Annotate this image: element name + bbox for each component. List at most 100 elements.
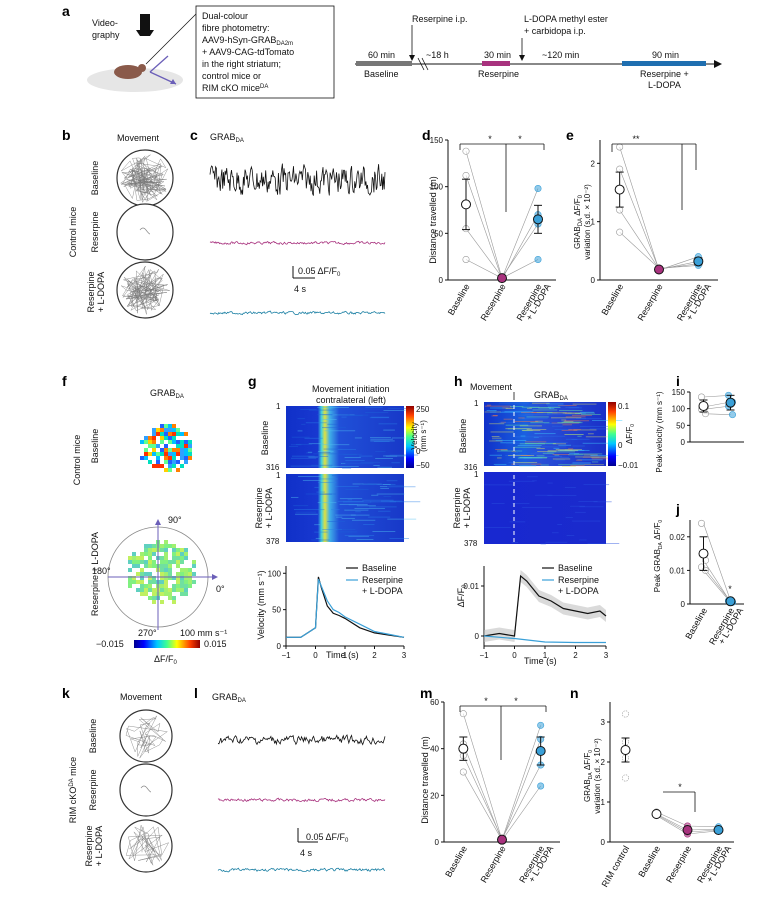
- h-hm-noise-streak: [561, 465, 576, 467]
- g-hm-noise-streak: [339, 503, 368, 505]
- camera-lens-icon: [136, 30, 154, 36]
- h-hm-noise-streak: [565, 416, 586, 418]
- f-map2-cell: [168, 560, 172, 564]
- g-legend-baseline: Baseline: [362, 563, 397, 573]
- f-map1-cell: [172, 448, 176, 452]
- h-hm-noise-streak: [563, 421, 574, 423]
- h-cbar-label: ΔF/F0: [625, 424, 636, 444]
- f-map1-cell: [188, 456, 192, 460]
- h-hm-noise-streak: [554, 454, 560, 456]
- h-hm-noise-streak: [558, 444, 572, 446]
- d-plot-mean-1: [497, 273, 507, 284]
- h-hm-noise-streak: [552, 532, 559, 534]
- f-map2-cell: [164, 544, 168, 548]
- h-hm-noise-streak: [579, 425, 609, 427]
- h-hm-noise-streak: [495, 464, 517, 466]
- f-map1-cell: [188, 444, 192, 448]
- d-plot-xlabel-0-0: Baseline: [446, 282, 472, 317]
- f-map2-cell: [188, 572, 192, 576]
- j-plot-point-0-0: [697, 519, 705, 527]
- h-hm-noise-streak: [530, 453, 555, 455]
- panel-f: f GRABDA Control mice Baseline Reserpine…: [62, 373, 227, 666]
- f-map2-cell: [172, 600, 176, 604]
- n-ylabel-1: GRABDA ΔF/F0: [583, 750, 594, 802]
- g-hm-noise-streak: [386, 480, 398, 482]
- h-hm-noise-streak: [495, 449, 508, 450]
- h-hm-noise-streak: [547, 482, 553, 484]
- h-hm-noise-streak: [566, 534, 575, 536]
- f-map1-cell: [184, 452, 188, 456]
- h-hm-noise-streak: [561, 419, 567, 421]
- f-map2-cell: [172, 556, 176, 560]
- h-hm-noise-streak: [564, 486, 576, 488]
- f-map2-cell: [128, 584, 132, 588]
- g-line-xtick-label-0: −1: [281, 651, 291, 660]
- h-hm-noise-streak: [579, 506, 604, 508]
- m-plot-link-3: [463, 771, 541, 841]
- h-hm-noise-streak: [575, 459, 583, 461]
- f-map1-cell: [176, 432, 180, 436]
- h-hm-noise-streak: [537, 456, 563, 457]
- l-trace-baseline: [217, 734, 386, 746]
- g-hm-noise-streak: [344, 509, 369, 511]
- h-hm-noise-streak: [523, 457, 543, 459]
- f-map2-cell: [184, 580, 188, 584]
- panel-letter-k: k: [62, 685, 70, 701]
- h-row1-top: 1: [474, 399, 479, 408]
- f-map2-cell: [172, 596, 176, 600]
- g-hm-noise-streak: [383, 496, 392, 497]
- h-hm-noise-streak: [512, 452, 519, 453]
- m-plot-mean-2: [535, 746, 546, 756]
- h-line-ytick-label-1: 0.01: [463, 582, 479, 591]
- g-hm-noise-streak: [386, 486, 416, 488]
- c-trace-reserpine: [209, 240, 386, 246]
- f-deg90: 90°: [168, 515, 182, 525]
- m-plot-sig-star-1: *: [514, 696, 518, 706]
- timeline-baseline-bar: [356, 61, 412, 66]
- h-hm-noise-streak: [572, 462, 591, 464]
- h-hm-noise-streak: [493, 463, 507, 465]
- f-map1-cell: [152, 440, 156, 444]
- f-polar-map-baseline: [140, 424, 192, 472]
- h-hm-noise-streak: [568, 454, 584, 456]
- i-ylabel: Peak velocity (mm s⁻¹): [655, 391, 664, 472]
- g-hm-noise-streak: [307, 451, 313, 453]
- f-map1-cell: [168, 456, 172, 460]
- d-plot-point-2-0: [534, 185, 542, 193]
- h-hm-noise-streak: [539, 435, 566, 437]
- g-hm-noise-streak: [290, 444, 302, 446]
- h-hm-noise-streak: [564, 420, 590, 422]
- k-track-1: [140, 785, 152, 793]
- i-plot-mean-1: [725, 397, 736, 408]
- l-title: GRABDA: [212, 692, 246, 704]
- g-hm-noise-streak: [354, 507, 385, 509]
- g-line-xtick-label-1: 0: [313, 651, 318, 660]
- h-hm-noise-streak: [546, 403, 564, 405]
- g-hm-noise-streak: [336, 516, 343, 518]
- f-map2-cell: [164, 576, 168, 580]
- f-map2-cell: [140, 572, 144, 576]
- n-plot-mean-3: [713, 825, 724, 835]
- g-hm-noise-streak: [355, 511, 361, 513]
- j-plot-ytick-label-1: 0.01: [669, 566, 685, 575]
- seg-gap1: ~18 h: [426, 50, 449, 60]
- g-hm-noise-streak: [308, 456, 318, 458]
- panel-letter-a: a: [62, 3, 70, 19]
- f-map2-cell: [184, 584, 188, 588]
- f-map1-cell: [148, 460, 152, 464]
- g-hm-noise-streak: [291, 436, 310, 438]
- f-map2-cell: [180, 580, 184, 584]
- d-plot-xlabel-1-0: Reserpine: [479, 282, 508, 323]
- panel-m: m Distance travelled (m) 0 20 40 60 Baseline…: [420, 685, 560, 885]
- panel-n: n GRABDA ΔF/F0 variation (s.d. × 10⁻²) 0…: [570, 685, 734, 889]
- h-hm-noise-streak: [577, 435, 582, 437]
- h-hm-noise-streak: [495, 440, 527, 441]
- h-row2-top: 1: [474, 470, 479, 479]
- g-hm-noise-streak: [338, 453, 362, 455]
- f-map2-cell: [180, 592, 184, 596]
- f-map2-cell: [188, 580, 192, 584]
- g-hm-noise-streak: [324, 430, 356, 432]
- g-hm-noise-streak: [293, 505, 309, 507]
- i-plot-ytick-label-3: 150: [672, 388, 686, 397]
- f-map2-cell: [168, 544, 172, 548]
